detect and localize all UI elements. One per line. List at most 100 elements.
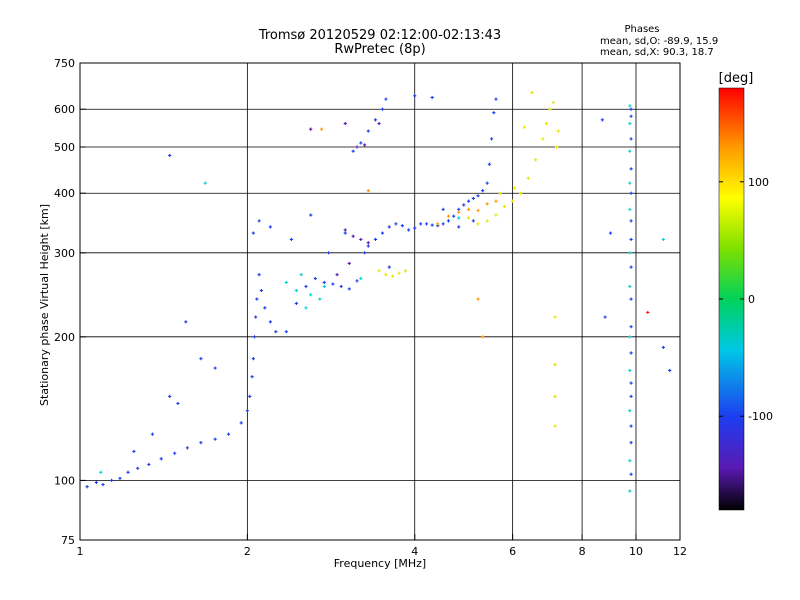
data-point <box>255 297 259 301</box>
x-axis-title: Frequency [MHz] <box>334 557 426 570</box>
data-point <box>299 273 303 277</box>
data-point <box>629 381 633 385</box>
data-point <box>628 121 632 126</box>
data-point <box>289 237 293 242</box>
data-point <box>407 228 411 232</box>
data-point <box>629 167 633 171</box>
data-point <box>629 114 633 118</box>
data-point <box>274 330 278 334</box>
colorbar-tick-label: 100 <box>748 176 769 189</box>
series-group <box>168 107 672 476</box>
series-group <box>309 121 381 277</box>
data-point <box>446 214 451 218</box>
data-point <box>628 489 632 493</box>
data-point <box>343 228 347 232</box>
data-point <box>366 241 370 245</box>
data-point <box>359 141 363 145</box>
data-point <box>485 181 489 185</box>
data-point <box>320 127 324 131</box>
data-point <box>159 457 163 461</box>
data-points <box>85 91 672 493</box>
data-point <box>147 462 151 467</box>
data-point <box>99 470 103 474</box>
data-point <box>487 162 492 166</box>
data-point <box>628 409 632 413</box>
colorbar-tick-label: 0 <box>748 293 755 306</box>
data-point <box>452 214 456 218</box>
x-tick-label: 12 <box>673 545 687 558</box>
data-point <box>362 251 367 255</box>
data-point <box>101 482 105 487</box>
data-point <box>251 231 255 235</box>
data-point <box>318 297 322 301</box>
x-tick-label: 10 <box>629 545 643 558</box>
data-point <box>430 223 434 227</box>
x-tick-label: 1 <box>77 545 84 558</box>
data-point <box>284 330 288 334</box>
data-point <box>132 449 136 454</box>
series-group <box>377 91 560 428</box>
colorbar: [deg] 100 0 -100 <box>719 71 773 511</box>
series-group <box>646 310 650 315</box>
data-point <box>347 261 351 266</box>
data-point <box>391 274 395 278</box>
data-point <box>551 100 555 105</box>
data-point <box>254 315 258 319</box>
y-tick-label: 300 <box>54 247 75 260</box>
data-point <box>199 441 203 445</box>
phase-info-heading: Phases <box>624 24 659 35</box>
data-point <box>628 207 632 211</box>
chart-title: Tromsø 20120529 02:12:00-02:13:43 <box>258 28 501 43</box>
data-point <box>490 137 494 141</box>
data-point <box>628 104 632 108</box>
data-point <box>373 237 378 242</box>
phase-info-x-mode: mean, sd,X: 90.3, 18.7 <box>600 47 714 58</box>
x-axis-ticks: 1 2 4 6 8 10 12 <box>77 534 687 558</box>
data-point <box>553 424 557 428</box>
data-point <box>476 222 480 226</box>
data-point <box>327 251 331 255</box>
data-point <box>213 437 217 441</box>
data-point <box>603 315 607 319</box>
y-axis-title: Stationary phase Virtual Height [km] <box>38 204 51 406</box>
gridlines <box>80 63 680 540</box>
data-point <box>646 310 650 315</box>
y-tick-label: 750 <box>54 57 75 70</box>
data-point <box>471 219 475 223</box>
data-point <box>518 191 523 195</box>
data-point <box>628 459 632 463</box>
data-point <box>485 219 489 223</box>
data-point <box>268 320 272 324</box>
data-point <box>481 189 485 193</box>
data-point <box>173 451 177 455</box>
data-point <box>359 276 363 281</box>
data-point <box>331 282 335 286</box>
data-point <box>629 191 633 195</box>
data-point <box>629 137 633 141</box>
data-point <box>322 280 326 285</box>
data-point <box>534 158 538 162</box>
x-tick-label: 6 <box>509 545 516 558</box>
data-point <box>629 394 633 399</box>
data-point <box>373 118 378 122</box>
data-point <box>457 216 461 220</box>
plot-area <box>79 62 681 541</box>
data-point <box>110 478 114 483</box>
data-point <box>400 224 404 228</box>
phase-info-o-mode: mean, sd,O: -89.9, 15.9 <box>600 36 718 47</box>
data-point <box>248 394 252 399</box>
phase-info: Phases mean, sd,O: -89.9, 15.9 mean, sd,… <box>600 24 718 58</box>
data-point <box>268 225 272 229</box>
data-point <box>413 94 417 98</box>
data-point <box>441 207 445 211</box>
data-point <box>199 357 203 361</box>
data-point <box>245 409 249 413</box>
y-tick-label: 75 <box>61 534 75 547</box>
data-point <box>343 231 347 235</box>
data-point <box>362 143 367 147</box>
data-point <box>502 204 507 209</box>
data-point <box>471 196 475 201</box>
data-point <box>494 199 498 203</box>
data-point <box>476 297 480 301</box>
